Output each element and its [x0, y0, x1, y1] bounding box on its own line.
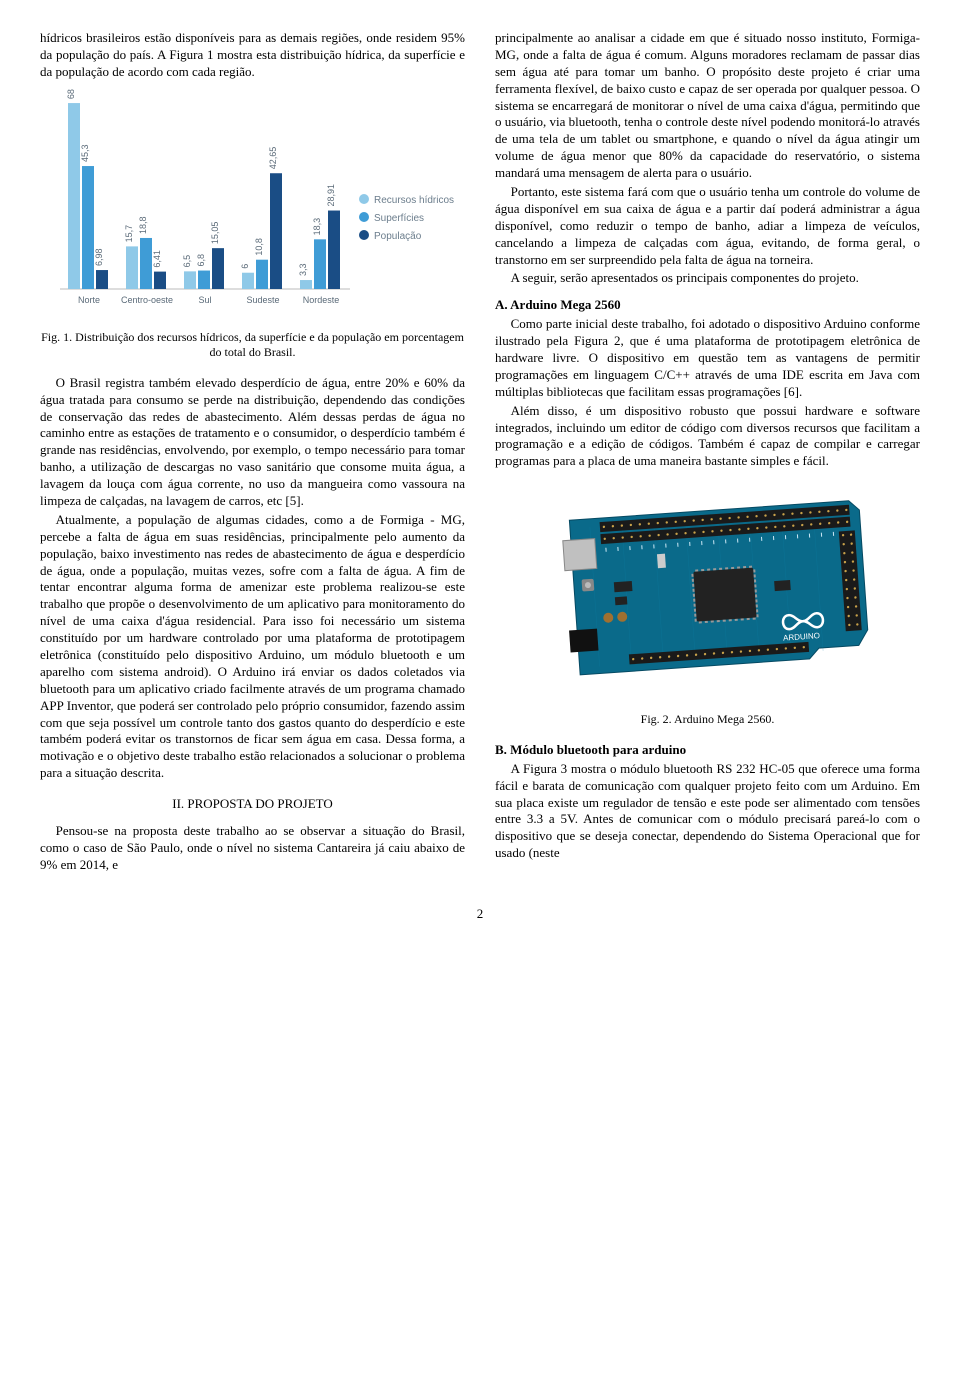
paragraph: Como parte inicial deste trabalho, foi a…	[495, 316, 920, 400]
svg-text:18,3: 18,3	[312, 217, 322, 235]
svg-text:42,65: 42,65	[268, 146, 278, 169]
paragraph: principalmente ao analisar a cidade em q…	[495, 30, 920, 182]
svg-text:Sul: Sul	[198, 295, 211, 305]
left-column: hídricos brasileiros estão disponíveis p…	[40, 30, 465, 876]
svg-text:Centro-oeste: Centro-oeste	[121, 295, 173, 305]
paragraph: O Brasil registra também elevado desperd…	[40, 375, 465, 510]
svg-text:3,3: 3,3	[298, 263, 308, 276]
arduino-board-svg: ARDUINO	[543, 486, 873, 706]
svg-text:Sudeste: Sudeste	[246, 295, 279, 305]
svg-text:Nordeste: Nordeste	[303, 295, 340, 305]
svg-text:18,8: 18,8	[138, 216, 148, 234]
svg-text:6: 6	[240, 263, 250, 268]
svg-text:6,41: 6,41	[152, 250, 162, 268]
svg-text:10,8: 10,8	[254, 238, 264, 256]
svg-text:6,8: 6,8	[196, 254, 206, 267]
subsection-b-heading: B. Módulo bluetooth para arduino	[495, 742, 920, 759]
svg-text:Recursos hídricos: Recursos hídricos	[374, 195, 454, 206]
svg-text:Norte: Norte	[78, 295, 100, 305]
paragraph: Além disso, é um dispositivo robusto que…	[495, 403, 920, 471]
paragraph: Pensou-se na proposta deste trabalho ao …	[40, 823, 465, 874]
paragraph: Atualmente, a população de algumas cidad…	[40, 512, 465, 782]
svg-text:População: População	[374, 231, 422, 242]
paragraph: Portanto, este sistema fará com que o us…	[495, 184, 920, 268]
svg-text:6,98: 6,98	[94, 248, 104, 266]
svg-text:28,91: 28,91	[326, 184, 336, 207]
figure-1-chart: 68,5 45,3 6,98 Norte 15,7 18,8 6,41 Centro-oest…	[40, 89, 465, 324]
section-2-heading: II. PROPOSTA DO PROJETO	[40, 796, 465, 813]
svg-text:45,3: 45,3	[80, 144, 90, 162]
intro-text: hídricos brasileiros estão disponíveis p…	[40, 30, 465, 81]
svg-text:6,5: 6,5	[182, 255, 192, 268]
bar-chart-svg: 68,5 45,3 6,98 Norte 15,7 18,8 6,41 Centro-oest…	[40, 89, 460, 319]
svg-text:15,05: 15,05	[210, 221, 220, 244]
page-number: 2	[40, 906, 920, 923]
paragraph: A Figura 3 mostra o módulo bluetooth RS …	[495, 761, 920, 862]
svg-text:15,7: 15,7	[124, 225, 134, 243]
two-column-layout: hídricos brasileiros estão disponíveis p…	[40, 30, 920, 876]
svg-text:68,5: 68,5	[66, 89, 76, 99]
paragraph: A seguir, serão apresentados os principa…	[495, 270, 920, 287]
subsection-a-heading: A. Arduino Mega 2560	[495, 297, 920, 314]
figure-1-caption: Fig. 1. Distribuição dos recursos hídric…	[40, 330, 465, 361]
svg-text:Superfícies: Superfícies	[374, 213, 424, 224]
figure-2-arduino-image: ARDUINO	[495, 486, 920, 706]
right-column: principalmente ao analisar a cidade em q…	[495, 30, 920, 876]
figure-2-caption: Fig. 2. Arduino Mega 2560.	[495, 712, 920, 728]
